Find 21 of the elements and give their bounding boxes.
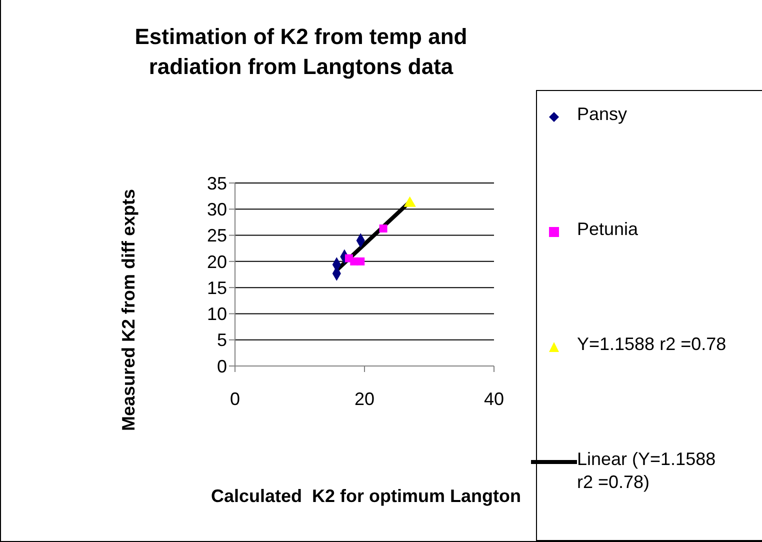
y-tick-label: 25 bbox=[206, 226, 227, 246]
x-tick-label: 40 bbox=[484, 388, 504, 409]
legend-label: Petunia bbox=[577, 218, 640, 241]
legend-label: Linear (Y=1.1588 r2 =0.78) bbox=[577, 448, 717, 494]
point bbox=[404, 196, 416, 207]
y-tick-label: 15 bbox=[206, 278, 227, 298]
x-tick-label: 20 bbox=[354, 388, 375, 409]
point bbox=[356, 257, 365, 266]
y-axis-title: Measured K2 from diff expts bbox=[118, 188, 140, 432]
point bbox=[379, 224, 388, 232]
x-tick-label: 0 bbox=[230, 388, 240, 409]
legend-label: Pansy bbox=[577, 103, 628, 126]
y-tick-label: 35 bbox=[206, 173, 227, 194]
legend-label: Y=1.1588 r2 =0.78 bbox=[577, 333, 727, 356]
x-axis-title: Calculated K2 for optimum Langton bbox=[210, 485, 522, 508]
y-tick-label: 10 bbox=[206, 304, 227, 324]
y-tick-label: 0 bbox=[216, 356, 227, 376]
y-tick-label: 20 bbox=[206, 252, 227, 272]
y-tick-label: 5 bbox=[216, 330, 227, 350]
chart-title: Estimation of K2 from temp and radiation from Langtons data bbox=[134, 23, 468, 81]
y-tick-label: 30 bbox=[206, 200, 227, 220]
